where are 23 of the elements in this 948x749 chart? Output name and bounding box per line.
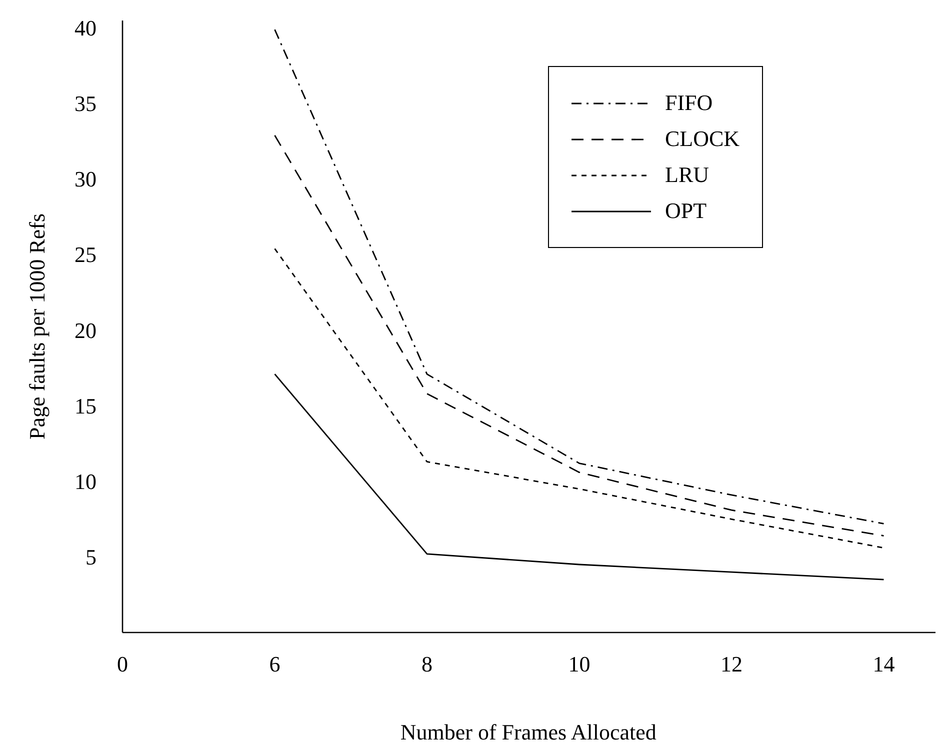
x-tick-label: 8 xyxy=(421,652,432,676)
y-axis-title: Page faults per 1000 Refs xyxy=(24,213,50,440)
y-tick-label: 10 xyxy=(74,468,96,494)
x-tick-label: 0 xyxy=(117,652,128,676)
legend-label: OPT xyxy=(665,198,707,224)
legend-label: FIFO xyxy=(665,90,713,116)
line-series xyxy=(274,248,884,549)
x-tick-label: 14 xyxy=(872,652,895,676)
y-tick-label: 5 xyxy=(86,544,96,570)
y-tick-label: 30 xyxy=(74,166,96,192)
x-tick-label: 12 xyxy=(720,652,742,676)
y-tick-label: 15 xyxy=(74,393,96,418)
y-tick-label: 35 xyxy=(74,91,96,116)
line-series xyxy=(274,373,884,580)
y-tick-label: 20 xyxy=(74,318,96,343)
x-axis-title: Number of Frames Allocated xyxy=(400,720,656,744)
line-series xyxy=(274,28,884,524)
x-tick-label: 10 xyxy=(568,652,590,676)
x-tick-label: 6 xyxy=(269,652,280,676)
legend-label: LRU xyxy=(665,162,709,188)
y-tick-label: 40 xyxy=(74,16,96,41)
legend-label: CLOCK xyxy=(665,126,740,152)
y-tick-label: 25 xyxy=(74,242,96,268)
